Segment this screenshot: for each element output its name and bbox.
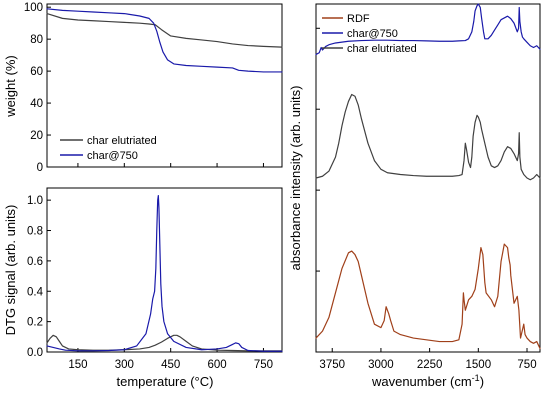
ftir-axes: 3750 3000 2250 1500 750 xyxy=(316,27,537,371)
weight-plot-frame xyxy=(46,3,283,168)
dtg-y-tick-label: 0.6 xyxy=(27,256,43,268)
dtg-axes: 150 300 450 600 750 0.0 0.2 0.4 0.6 0.8 1.0 xyxy=(27,195,273,371)
ftir-plot-frame xyxy=(315,3,541,353)
weight-legend: char elutriated char@750 xyxy=(60,135,157,162)
ftir-legend: RDF char@750 char elutriated xyxy=(322,13,417,55)
dtg-y-tick-label: 0.2 xyxy=(27,317,43,329)
ftir-series-char-750 xyxy=(315,3,541,56)
weight-y-tick-label: 80 xyxy=(30,34,43,46)
dtg-series-char-750 xyxy=(46,194,283,352)
ftir-y-axis-title: absorbance intensity (arb. units) xyxy=(288,86,303,271)
weight-y-tick-label: 20 xyxy=(30,130,43,142)
ftir-legend-label-char-elutriated: char elutriated xyxy=(347,43,417,55)
ftir-x-tick-label: 750 xyxy=(517,359,536,371)
ftir-panel: 3750 3000 2250 1500 750 absorbance intensity… xyxy=(288,3,541,389)
dtg-y-tick-label: 1.0 xyxy=(27,195,43,207)
weight-y-tick-label: 0 xyxy=(37,162,43,174)
dtg-x-axis-title: temperature (°C) xyxy=(117,374,214,389)
weight-series-group xyxy=(46,8,283,73)
ftir-x-tick-label: 3000 xyxy=(368,359,394,371)
ftir-x-axis-title-main: wavenumber (cm xyxy=(371,374,472,389)
dtg-x-tick-label: 750 xyxy=(254,359,273,371)
ftir-series-rdf xyxy=(315,243,541,350)
ftir-x-axis-title-sup: -1 xyxy=(472,373,480,383)
dtg-series-group xyxy=(46,194,283,352)
weight-series-char-750 xyxy=(46,8,283,73)
weight-legend-label-char-elutriated: char elutriated xyxy=(87,135,157,147)
dtg-y-tick-label: 0.4 xyxy=(27,286,44,298)
dtg-x-tick-label: 600 xyxy=(207,359,226,371)
weight-axes: 0 20 40 60 80 100 xyxy=(24,2,264,174)
ftir-x-tick-label: 2250 xyxy=(417,359,443,371)
ftir-legend-label-rdf: RDF xyxy=(347,13,370,25)
weight-panel: 0 20 40 60 80 100 weight (%) char elutriated … xyxy=(3,2,283,174)
ftir-x-tick-label: 3750 xyxy=(319,359,345,371)
weight-y-tick-label: 100 xyxy=(24,2,43,14)
weight-legend-label-char-750: char@750 xyxy=(87,150,138,162)
dtg-y-axis-title: DTG signal (arb. units) xyxy=(3,205,18,336)
dtg-x-tick-label: 150 xyxy=(68,359,87,371)
weight-y-tick-label: 60 xyxy=(30,66,43,78)
dtg-x-tick-label: 450 xyxy=(161,359,180,371)
dtg-panel: 150 300 450 600 750 0.0 0.2 0.4 0.6 0.8 1.0 DTG si… xyxy=(3,187,283,389)
dtg-x-tick-label: 300 xyxy=(115,359,134,371)
ftir-series-group xyxy=(315,3,541,350)
dtg-y-tick-label: 0.0 xyxy=(27,347,43,359)
weight-y-tick-label: 40 xyxy=(30,98,43,110)
ftir-x-tick-label: 1500 xyxy=(466,359,492,371)
weight-series-char-elutriated xyxy=(46,12,283,48)
ftir-x-axis-title: wavenumber (cm-1) xyxy=(371,373,484,389)
dtg-y-tick-label: 0.8 xyxy=(27,226,43,238)
dtg-series-char-elutriated xyxy=(46,334,283,352)
dtg-plot-frame xyxy=(46,187,283,353)
ftir-x-axis-title-end: ) xyxy=(480,374,484,389)
weight-y-axis-title: weight (%) xyxy=(3,55,18,117)
ftir-legend-label-char-750: char@750 xyxy=(347,28,398,40)
ftir-series-char-elutriated xyxy=(315,93,541,181)
